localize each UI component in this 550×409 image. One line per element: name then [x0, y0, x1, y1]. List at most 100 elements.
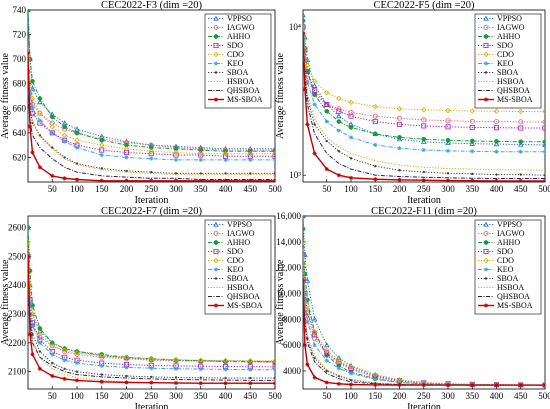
x-tick-label: 450 — [244, 391, 258, 401]
data-point-ms-sboa — [445, 383, 451, 388]
data-point-ms-sboa — [28, 124, 33, 129]
data-point-cdo — [148, 356, 154, 362]
legend-label-cdo: CDO — [227, 50, 244, 59]
data-point-keo — [198, 367, 203, 372]
data-point-cdo — [123, 354, 130, 360]
data-point-iagwo — [518, 119, 524, 125]
data-point-cdo — [272, 358, 275, 364]
legend-label-ms-sboa: MS-SBOA — [497, 95, 533, 104]
legend-label-qhsboa: QHSBOA — [497, 86, 530, 95]
data-point-ms-sboa — [348, 382, 354, 387]
data-point-ahho — [324, 353, 330, 358]
data-point-sboa — [75, 162, 79, 165]
x-tick-label: 200 — [393, 391, 407, 401]
y-tick-label: 8000 — [283, 314, 302, 324]
data-point-sboa — [273, 376, 275, 380]
legend-marker-vppso — [213, 15, 219, 21]
y-tick-label: 2100 — [8, 367, 27, 377]
data-point-iagwo — [542, 119, 545, 125]
data-point-sdo — [445, 124, 451, 130]
data-point-ms-sboa — [99, 379, 104, 384]
x-tick-label: 450 — [514, 391, 528, 401]
data-point-ms-sboa — [305, 362, 310, 367]
series-line-sboa — [303, 33, 545, 176]
y-tick-label: 2400 — [8, 280, 27, 290]
data-point-cdo — [372, 103, 378, 110]
data-point-keo — [173, 157, 179, 162]
data-point-cdo — [336, 357, 342, 364]
data-point-cdo — [348, 99, 354, 106]
y-tick-label: 720 — [13, 30, 27, 40]
data-point-keo — [397, 146, 402, 151]
data-point-keo — [542, 149, 545, 154]
data-point-keo — [37, 118, 42, 123]
data-point-ms-sboa — [124, 178, 129, 182]
legend-label-ahho: AHHO — [227, 32, 250, 41]
data-point-vppso — [469, 140, 476, 146]
data-point-ms-sboa — [397, 177, 402, 182]
chart-title: CEC2022-F5 (dim =20) — [373, 0, 475, 11]
series-line-cdo — [303, 26, 545, 112]
y-tick-label: 2600 — [8, 223, 27, 233]
y-tick-label: 10⁴ — [289, 22, 301, 32]
data-point-keo — [248, 367, 253, 372]
data-point-sboa — [174, 172, 178, 175]
data-point-sdo — [372, 119, 378, 125]
data-point-cdo — [198, 151, 204, 157]
data-point-ms-sboa — [324, 166, 329, 172]
data-point-keo — [50, 130, 55, 135]
data-point-cdo — [123, 146, 130, 152]
data-point-cdo — [542, 108, 545, 115]
data-point-ahho — [542, 139, 545, 145]
legend-marker-ms-sboa — [483, 303, 489, 308]
data-point-cdo — [303, 239, 306, 245]
data-point-keo — [30, 106, 35, 111]
legend-label-iagwo: IAGWO — [227, 229, 255, 238]
data-point-iagwo — [421, 117, 427, 123]
data-point-keo — [149, 156, 154, 161]
data-point-sdo — [542, 125, 545, 131]
x-tick-label: 450 — [514, 184, 528, 194]
data-point-ms-sboa — [336, 173, 341, 178]
data-point-sdo — [312, 332, 318, 338]
data-point-keo — [74, 145, 80, 150]
data-point-cdo — [99, 353, 105, 359]
data-point-ms-sboa — [28, 50, 31, 56]
data-point-ms-sboa — [373, 177, 378, 182]
y-axis-label: Average fitness value — [275, 259, 286, 345]
data-point-keo — [373, 142, 378, 148]
legend-label-sboa: SBOA — [227, 68, 249, 77]
x-tick-label: 50 — [48, 391, 58, 401]
data-point-sboa — [63, 156, 66, 159]
data-point-cdo — [247, 151, 253, 157]
legend-label-ms-sboa: MS-SBOA — [227, 301, 263, 310]
data-point-vppso — [37, 99, 43, 105]
data-point-cdo — [421, 107, 427, 113]
legend-label-sdo: SDO — [497, 247, 513, 256]
x-tick-label: 200 — [393, 184, 407, 194]
legend-marker-cdo — [483, 51, 489, 58]
data-point-ms-sboa — [324, 380, 329, 385]
data-point-sboa — [325, 369, 328, 373]
legend-label-hsboa: HSBOA — [497, 283, 524, 292]
legend-label-hsboa: HSBOA — [227, 77, 254, 86]
legend-marker-cdo — [213, 51, 219, 58]
data-point-ms-sboa — [28, 332, 33, 337]
data-point-sboa — [100, 167, 103, 170]
data-point-cdo — [336, 95, 342, 101]
data-point-keo — [305, 319, 310, 324]
data-point-iagwo — [348, 109, 354, 115]
data-point-ms-sboa — [248, 381, 253, 386]
data-point-vppso — [272, 145, 275, 151]
data-point-cdo — [304, 62, 311, 69]
x-axis-label: Iteration — [407, 195, 441, 206]
x-axis-label: Iteration — [407, 402, 441, 409]
data-point-sdo — [397, 121, 403, 127]
data-point-sboa — [224, 172, 227, 175]
data-point-ms-sboa — [99, 178, 104, 182]
data-point-vppso — [517, 141, 524, 147]
legend-marker-iagwo — [213, 230, 219, 236]
legend-marker-cdo — [483, 257, 489, 264]
data-point-ms-sboa — [348, 175, 354, 180]
legend-marker-keo — [483, 61, 489, 66]
